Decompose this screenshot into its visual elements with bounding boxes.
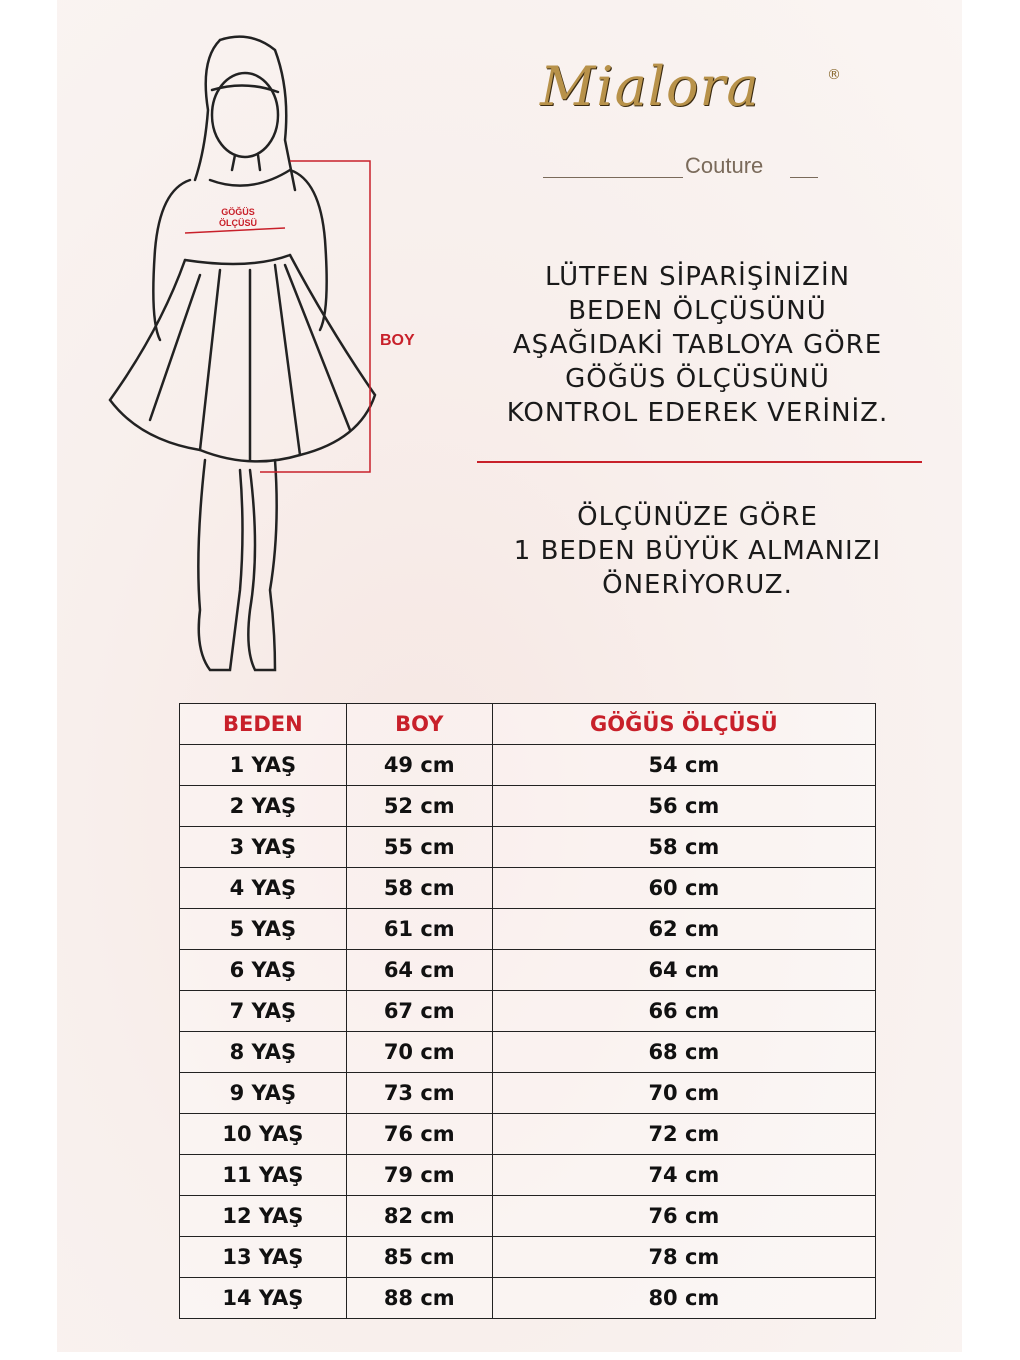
dress-illustration: GÖĞÜS ÖLÇÜSÜ BOY <box>100 30 415 684</box>
cell-size: 3 YAŞ <box>179 826 347 868</box>
cell-chest: 54 cm <box>491 744 877 786</box>
cell-size: 6 YAŞ <box>179 949 347 991</box>
cell-chest: 78 cm <box>491 1236 877 1278</box>
table-row: 8 YAŞ 70 cm 68 cm <box>179 1031 877 1073</box>
table-row: 3 YAŞ 55 cm 58 cm <box>179 826 877 868</box>
recommendation-line: ÖNERİYORUZ. <box>602 570 793 600</box>
header-length: BOY <box>345 703 493 745</box>
cell-size: 11 YAŞ <box>179 1154 347 1196</box>
cell-size: 13 YAŞ <box>179 1236 347 1278</box>
table-row: 1 YAŞ 49 cm 54 cm <box>179 744 877 786</box>
cell-length: 76 cm <box>345 1113 493 1155</box>
cell-length: 70 cm <box>345 1031 493 1073</box>
logo-line-right <box>790 177 818 178</box>
header-size: BEDEN <box>179 703 347 745</box>
cell-chest: 68 cm <box>491 1031 877 1073</box>
recommendation-line: 1 BEDEN BÜYÜK ALMANIZI <box>513 536 882 566</box>
cell-size: 12 YAŞ <box>179 1195 347 1237</box>
cell-size: 9 YAŞ <box>179 1072 347 1114</box>
cell-length: 82 cm <box>345 1195 493 1237</box>
cell-chest: 76 cm <box>491 1195 877 1237</box>
table-row: 4 YAŞ 58 cm 60 cm <box>179 867 877 909</box>
cell-chest: 64 cm <box>491 949 877 991</box>
cell-chest: 70 cm <box>491 1072 877 1114</box>
instruction-line: LÜTFEN SİPARİŞİNİZİN <box>544 262 851 292</box>
table-row: 12 YAŞ 82 cm 76 cm <box>179 1195 877 1237</box>
measure-lines <box>184 160 371 473</box>
cell-size: 8 YAŞ <box>179 1031 347 1073</box>
cell-length: 88 cm <box>345 1277 493 1319</box>
chest-label: GÖĞÜS ÖLÇÜSÜ <box>219 207 257 228</box>
cell-chest: 58 cm <box>491 826 877 868</box>
cell-length: 61 cm <box>345 908 493 950</box>
table-header: BEDEN BOY GÖĞÜS ÖLÇÜSÜ <box>179 703 877 745</box>
cell-size: 14 YAŞ <box>179 1277 347 1319</box>
recommendation-text: ÖLÇÜNÜZE GÖRE 1 BEDEN BÜYÜK ALMANIZI ÖNE… <box>470 500 925 602</box>
cell-size: 2 YAŞ <box>179 785 347 827</box>
table-row: 14 YAŞ 88 cm 80 cm <box>179 1277 877 1319</box>
cell-chest: 60 cm <box>491 867 877 909</box>
cell-length: 55 cm <box>345 826 493 868</box>
cell-chest: 62 cm <box>491 908 877 950</box>
brand-logo: Mialora ® Couture <box>535 45 845 190</box>
cell-size: 4 YAŞ <box>179 867 347 909</box>
instructions-text: LÜTFEN SİPARİŞİNİZİN BEDEN ÖLÇÜSÜNÜ AŞAĞ… <box>470 260 925 430</box>
length-label: BOY <box>380 332 415 349</box>
size-table: BEDEN BOY GÖĞÜS ÖLÇÜSÜ 1 YAŞ 49 cm 54 cm 2 … <box>179 703 877 1319</box>
girl-dress-drawing <box>108 35 377 672</box>
cell-length: 49 cm <box>345 744 493 786</box>
cell-length: 58 cm <box>345 867 493 909</box>
instruction-line: KONTROL EDEREK VERİNİZ. <box>506 398 889 428</box>
cell-chest: 80 cm <box>491 1277 877 1319</box>
table-row: 13 YAŞ 85 cm 78 cm <box>179 1236 877 1278</box>
cell-length: 73 cm <box>345 1072 493 1114</box>
cell-size: 10 YAŞ <box>179 1113 347 1155</box>
cell-chest: 66 cm <box>491 990 877 1032</box>
table-row: 6 YAŞ 64 cm 64 cm <box>179 949 877 991</box>
table-row: 10 YAŞ 76 cm 72 cm <box>179 1113 877 1155</box>
table-row: 2 YAŞ 52 cm 56 cm <box>179 785 877 827</box>
table-row: 9 YAŞ 73 cm 70 cm <box>179 1072 877 1114</box>
cell-chest: 74 cm <box>491 1154 877 1196</box>
table-row: 7 YAŞ 67 cm 66 cm <box>179 990 877 1032</box>
cell-size: 1 YAŞ <box>179 744 347 786</box>
cell-size: 5 YAŞ <box>179 908 347 950</box>
cell-size: 7 YAŞ <box>179 990 347 1032</box>
recommendation-line: ÖLÇÜNÜZE GÖRE <box>577 502 818 532</box>
logo-line-left <box>543 177 683 178</box>
cell-length: 67 cm <box>345 990 493 1032</box>
header-chest: GÖĞÜS ÖLÇÜSÜ <box>491 703 877 745</box>
table-row: 11 YAŞ 79 cm 74 cm <box>179 1154 877 1196</box>
divider <box>477 461 922 463</box>
logo-name: Mialora <box>540 55 760 118</box>
cell-chest: 56 cm <box>491 785 877 827</box>
instruction-line: GÖĞÜS ÖLÇÜSÜNÜ <box>565 364 830 394</box>
instruction-line: BEDEN ÖLÇÜSÜNÜ <box>568 296 827 326</box>
logo-tagline: Couture <box>685 153 764 178</box>
cell-length: 64 cm <box>345 949 493 991</box>
cell-length: 85 cm <box>345 1236 493 1278</box>
instruction-line: AŞAĞIDAKİ TABLOYA GÖRE <box>512 330 883 360</box>
logo-registered: ® <box>827 67 841 83</box>
cell-length: 52 cm <box>345 785 493 827</box>
cell-chest: 72 cm <box>491 1113 877 1155</box>
cell-length: 79 cm <box>345 1154 493 1196</box>
table-row: 5 YAŞ 61 cm 62 cm <box>179 908 877 950</box>
